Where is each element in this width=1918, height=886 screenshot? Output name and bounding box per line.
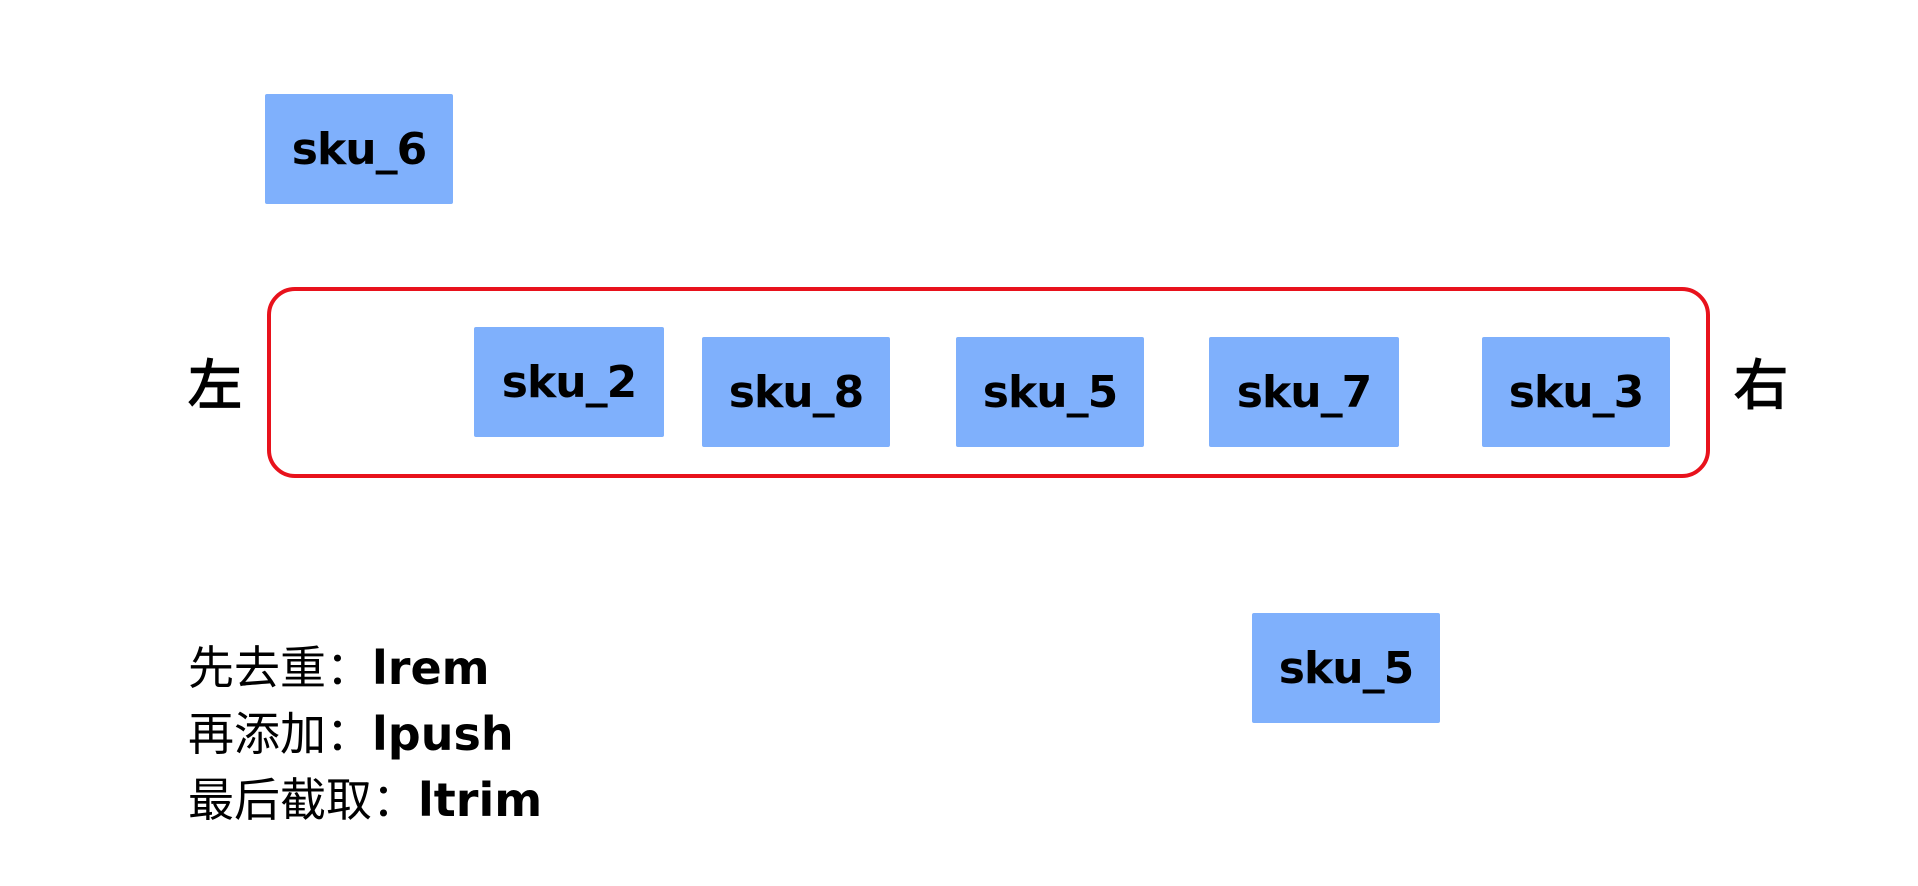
note-line-trim: 最后截取：ltrim xyxy=(188,767,542,833)
note-command: ltrim xyxy=(418,773,543,827)
list-item: sku_5 xyxy=(956,337,1144,447)
note-prefix: 最后截取： xyxy=(188,773,418,827)
list-item: sku_7 xyxy=(1209,337,1399,447)
sku-box-incoming: sku_6 xyxy=(265,94,453,204)
sku-box-removed: sku_5 xyxy=(1252,613,1440,723)
note-line-add: 再添加：lpush xyxy=(188,701,542,767)
list-item: sku_2 xyxy=(474,327,664,437)
note-prefix: 再添加： xyxy=(188,707,372,761)
note-prefix: 先去重： xyxy=(188,641,372,695)
list-container xyxy=(267,287,1710,478)
list-item: sku_8 xyxy=(702,337,890,447)
list-item: sku_3 xyxy=(1482,337,1670,447)
operation-notes: 先去重：lrem 再添加：lpush 最后截取：ltrim xyxy=(188,635,542,833)
note-command: lpush xyxy=(372,707,514,761)
note-command: lrem xyxy=(372,641,490,695)
note-line-dedupe: 先去重：lrem xyxy=(188,635,542,701)
label-left: 左 xyxy=(188,353,242,417)
label-right: 右 xyxy=(1734,353,1788,417)
